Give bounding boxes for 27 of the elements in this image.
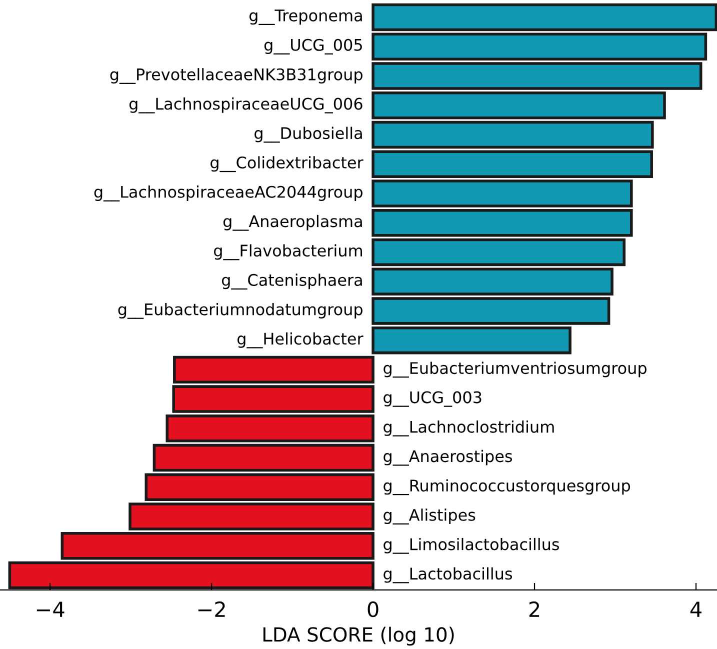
x-tick-label: 4 [690, 602, 702, 617]
y-tick-label: g__Lactobacillus [384, 567, 512, 584]
y-tick-label: g__LachnospiraceaeAC2044group [94, 186, 362, 202]
x-tick-label: 2 [529, 601, 540, 617]
y-tick-label: g__Alistipes [384, 508, 476, 524]
bar [372, 3, 717, 32]
y-tick-label: g__Dubosiella [254, 126, 362, 143]
x-axis-title: LDA SCORE (log 10) [263, 626, 454, 646]
y-tick-label: g__Ruminococcustorquesgroup [384, 479, 630, 496]
y-tick-label: g__PrevotellaceaeNK3B31group [110, 68, 362, 84]
y-tick-label: g__LachnospiraceaeUCG_006 [129, 97, 362, 114]
y-tick-label: g__UCG_005 [264, 38, 362, 54]
y-tick-label: g__Treponema [249, 10, 362, 26]
y-tick-label: g__Limosilactobacillus [384, 538, 559, 554]
y-tick-label: g__Eubacteriumnodatumgroup [118, 303, 362, 319]
y-tick-label: g__Lachnoclostridium [384, 420, 554, 436]
y-tick-label: g__Helicobacter [237, 332, 364, 348]
y-tick-label: g__Eubacteriumventriosumgroup [384, 362, 646, 378]
x-tick-label: −4 [36, 602, 64, 617]
y-tick-label: g__Anaerostipes [384, 450, 512, 466]
x-tick-label: −2 [198, 601, 225, 617]
y-tick-label: g__Colidextribacter [210, 156, 364, 172]
y-tick-label: g__Flavobacterium [214, 244, 362, 260]
y-tick-label: g__UCG_003 [384, 391, 482, 407]
x-tick-label: 0 [368, 601, 378, 618]
y-tick-label: g__Anaeroplasma [223, 214, 362, 231]
y-tick-label: g__Catenisphaera [222, 274, 362, 290]
